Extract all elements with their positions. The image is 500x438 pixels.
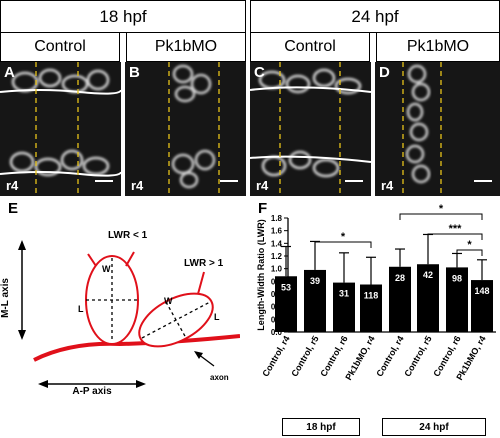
cell1-l-label: L	[78, 304, 84, 314]
micrograph-panel-c: C r4	[250, 62, 371, 196]
scale-bar-b	[220, 180, 238, 182]
bar	[417, 264, 439, 332]
ml-axis-label: M-L axis	[0, 278, 11, 318]
significance-bracket	[314, 241, 372, 248]
bar	[275, 276, 297, 332]
cell2-l-label: L	[214, 312, 220, 322]
cell2-w-label: W	[164, 296, 173, 306]
scale-bar-d	[474, 180, 492, 182]
cell-shape-diagram: M-L axis A-P axis LWR < 1 LWR > 1 W L W …	[0, 230, 240, 397]
bar	[471, 280, 493, 332]
header-18hpf: 18 hpf	[0, 0, 246, 33]
n-label: 39	[310, 276, 320, 286]
axon-label: axon	[210, 373, 229, 382]
y-tick-label: 0.0	[271, 328, 283, 337]
micrograph-panel-d: D r4	[375, 62, 500, 196]
rhombomere-label-c: r4	[256, 178, 269, 193]
axon-curve	[33, 334, 240, 362]
group-label-24hpf: 24 hpf	[382, 418, 486, 436]
ml-arrowhead-top	[18, 240, 26, 250]
panel-letter-a: A	[4, 64, 15, 81]
category-label: Control, r4	[374, 334, 405, 378]
bar	[360, 284, 382, 332]
bar	[304, 269, 326, 332]
panel-letter-c: C	[254, 64, 265, 81]
significance-star: *	[341, 231, 346, 243]
group-label-18hpf: 18 hpf	[282, 418, 360, 436]
y-tick-label: 1.0	[271, 265, 283, 274]
ap-arrowhead-left	[38, 380, 48, 388]
bar	[446, 267, 468, 332]
y-tick-label: 1.2	[271, 252, 283, 261]
n-label: 28	[395, 273, 405, 283]
cell-1-processes	[87, 251, 135, 267]
n-label: 53	[281, 282, 291, 292]
category-label: Control, r4	[260, 334, 291, 378]
rhombomere-label-b: r4	[131, 178, 144, 193]
col-header-pk1bmo-24: Pk1bMO	[376, 32, 500, 62]
significance-bracket	[456, 249, 483, 256]
cell1-w-label: W	[102, 264, 111, 274]
lwr-bar-chart: 0.00.20.40.60.81.01.21.41.61.8Length-Wid…	[256, 203, 496, 382]
col-header-control-18: Control	[0, 32, 120, 62]
micrograph-panel-a: A r4	[0, 62, 121, 196]
col-header-pk1bmo-18: Pk1bMO	[126, 32, 246, 62]
scale-bar-a	[95, 180, 113, 182]
micrograph-d-image	[402, 62, 442, 196]
significance-bracket	[399, 213, 483, 220]
panel-letter-b: B	[129, 64, 140, 81]
bar	[333, 282, 355, 332]
category-label: Control, r5	[289, 334, 320, 378]
bar	[389, 266, 411, 332]
lwr-lt-label: LWR < 1	[108, 230, 148, 241]
n-label: 118	[364, 291, 379, 301]
rhombomere-label-a: r4	[6, 178, 19, 193]
n-label: 42	[423, 270, 433, 280]
significance-star: *	[439, 203, 444, 215]
lwr-gt-label: LWR > 1	[184, 258, 224, 269]
ap-arrowhead-right	[136, 380, 146, 388]
significance-bracket	[427, 233, 483, 240]
micrograph-panel-b: B r4	[125, 62, 246, 196]
y-tick-label: 1.8	[271, 214, 283, 223]
n-label: 31	[339, 289, 349, 299]
header-24hpf: 24 hpf	[250, 0, 500, 33]
y-tick-label: 1.6	[271, 227, 283, 236]
ml-arrowhead-bottom	[18, 330, 26, 340]
y-tick-label: 1.4	[271, 239, 283, 248]
category-label: Control, r6	[318, 334, 349, 378]
panel-letter-f: F	[258, 200, 268, 217]
n-label: 148	[474, 286, 489, 296]
y-axis-label: Length-Width Ratio (LWR)	[256, 219, 266, 330]
panel-letter-e: E	[8, 200, 19, 217]
scale-bar-c	[345, 180, 363, 182]
micrograph-c-image	[250, 62, 371, 196]
significance-star: ***	[449, 223, 463, 235]
cell-2-process	[197, 271, 205, 295]
ap-axis-label: A-P axis	[72, 386, 112, 397]
micrograph-a-image	[0, 62, 121, 196]
significance-star: *	[467, 239, 472, 251]
rhombomere-label-d: r4	[381, 178, 394, 193]
n-label: 98	[452, 273, 462, 283]
category-label: Control, r5	[402, 334, 433, 378]
micrograph-b-image	[168, 62, 220, 196]
col-header-control-24: Control	[250, 32, 370, 62]
panel-letter-d: D	[379, 64, 390, 81]
